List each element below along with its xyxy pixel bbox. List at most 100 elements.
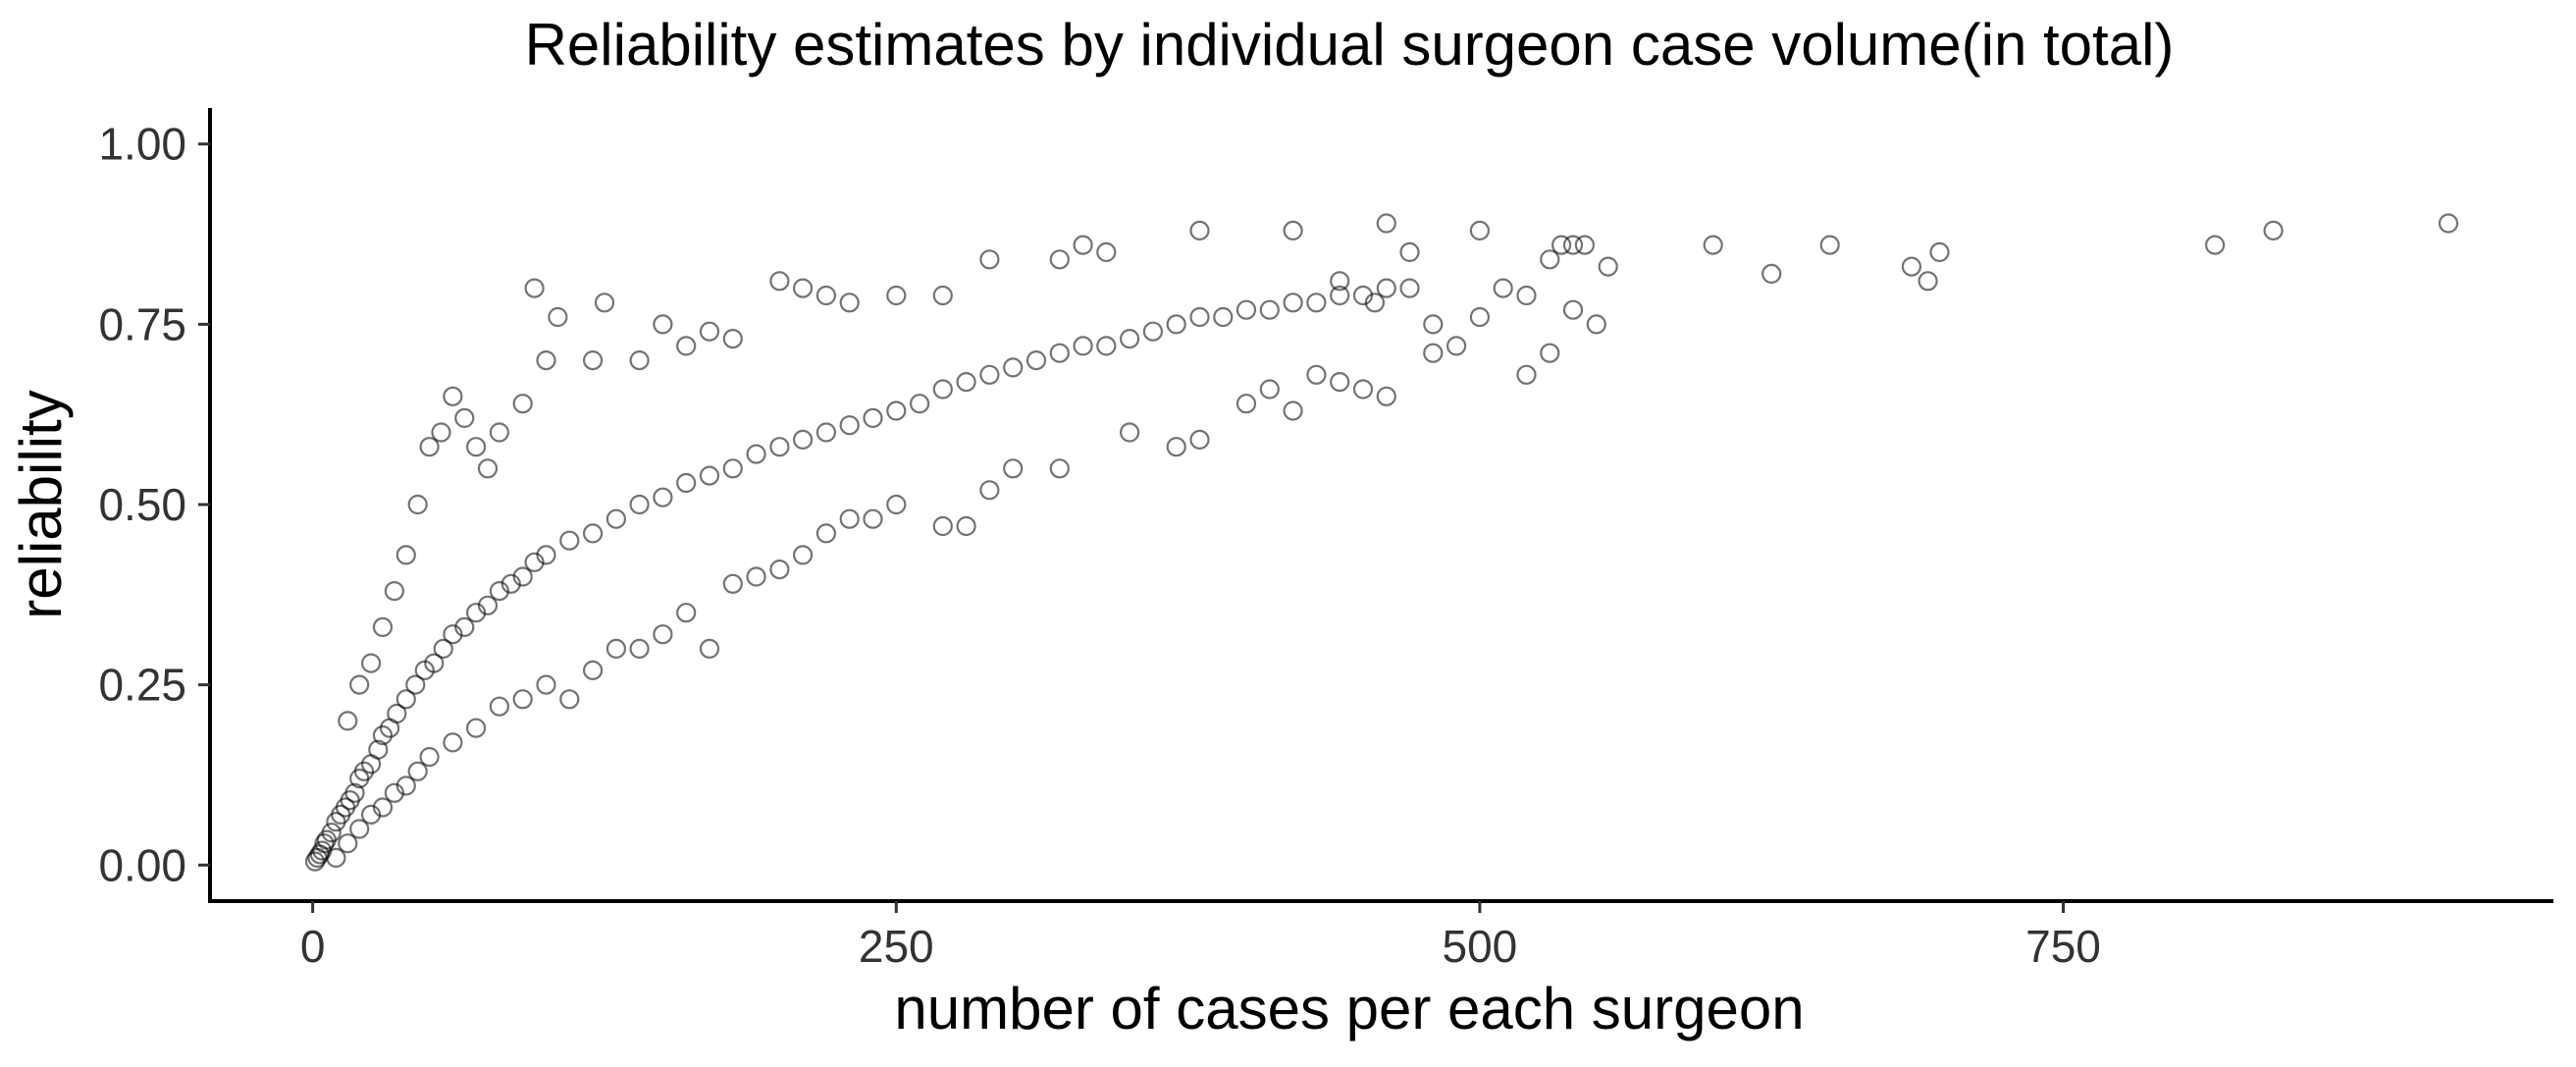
data-point <box>676 603 697 623</box>
y-tick-label: 0.50 <box>98 479 186 530</box>
data-point <box>1703 235 1723 255</box>
y-axis-title: reliability <box>8 390 74 618</box>
data-point <box>405 674 426 695</box>
data-point <box>344 782 365 803</box>
data-point <box>512 394 533 414</box>
data-point <box>1142 321 1164 342</box>
data-point <box>1469 220 1491 240</box>
data-point <box>1551 235 1572 255</box>
data-point <box>1189 306 1210 328</box>
data-point <box>653 314 673 335</box>
data-point <box>1166 437 1186 457</box>
data-point <box>1235 394 1257 414</box>
data-point <box>424 653 445 673</box>
data-point <box>395 689 416 710</box>
data-point <box>1189 429 1210 450</box>
data-point <box>815 523 837 544</box>
data-point <box>353 761 375 781</box>
data-point <box>1446 336 1467 356</box>
data-point <box>1235 299 1257 320</box>
data-point <box>326 847 346 869</box>
data-point <box>886 285 907 306</box>
x-tick-label: 0 <box>300 921 326 972</box>
data-point <box>1073 336 1093 356</box>
data-point <box>1562 235 1584 255</box>
data-point <box>1119 422 1140 443</box>
data-point <box>629 494 650 515</box>
data-point <box>1096 336 1117 356</box>
data-point <box>1352 379 1374 400</box>
data-point <box>1049 343 1070 363</box>
data-point <box>433 638 453 660</box>
data-point <box>1330 271 1350 292</box>
data-point <box>372 797 394 818</box>
data-point <box>372 724 394 746</box>
data-point <box>653 624 673 645</box>
data-point <box>839 293 860 313</box>
data-point <box>489 696 509 717</box>
data-point <box>1306 364 1327 385</box>
data-point <box>1562 299 1584 320</box>
data-point <box>1918 271 1938 292</box>
data-point <box>956 372 976 393</box>
data-point <box>886 494 907 515</box>
data-point <box>1540 343 1560 363</box>
data-point <box>454 616 475 638</box>
data-point <box>1376 278 1396 298</box>
data-point <box>1003 357 1024 378</box>
data-point <box>1586 314 1606 335</box>
data-point <box>1049 458 1070 479</box>
data-point <box>2263 220 2284 240</box>
data-point <box>886 400 907 421</box>
data-point <box>699 465 720 486</box>
data-point <box>746 566 766 587</box>
data-point <box>932 379 953 400</box>
data-point <box>815 285 837 306</box>
data-point <box>338 711 358 731</box>
data-point <box>1399 241 1420 262</box>
data-point <box>477 595 499 615</box>
data-point <box>1330 372 1350 393</box>
data-point <box>1025 350 1047 371</box>
data-point <box>1189 220 1210 240</box>
data-point <box>676 336 697 356</box>
data-point <box>1516 364 1537 385</box>
data-point <box>722 458 743 479</box>
data-point <box>769 559 790 580</box>
data-point <box>629 350 650 371</box>
data-point <box>536 674 556 695</box>
data-point <box>512 566 533 587</box>
data-point <box>536 350 556 371</box>
data-point <box>1073 235 1093 255</box>
data-point <box>815 422 837 443</box>
data-point <box>500 573 521 594</box>
data-point <box>1493 278 1513 298</box>
data-point <box>395 775 416 796</box>
data-point <box>792 545 814 565</box>
data-points <box>304 213 2459 872</box>
data-point <box>1306 293 1327 313</box>
data-point <box>314 833 335 854</box>
data-point <box>1283 293 1303 313</box>
data-point <box>1364 293 1386 313</box>
data-point <box>536 545 556 565</box>
data-point <box>956 515 976 537</box>
data-point <box>1376 386 1396 406</box>
data-point <box>1761 263 1782 284</box>
data-point <box>1259 379 1280 400</box>
data-point <box>699 321 720 342</box>
data-point <box>629 638 650 660</box>
y-tick-label: 0.00 <box>98 839 186 890</box>
data-point <box>839 508 860 529</box>
data-point <box>699 638 720 660</box>
data-point <box>582 523 604 544</box>
data-point <box>932 515 953 537</box>
data-point <box>338 833 358 854</box>
x-axis-title: number of cases per each surgeon <box>894 976 1804 1041</box>
data-point <box>384 580 404 602</box>
data-point <box>489 422 509 443</box>
data-point <box>1049 249 1070 270</box>
data-point <box>746 444 766 464</box>
data-point <box>1096 241 1117 262</box>
